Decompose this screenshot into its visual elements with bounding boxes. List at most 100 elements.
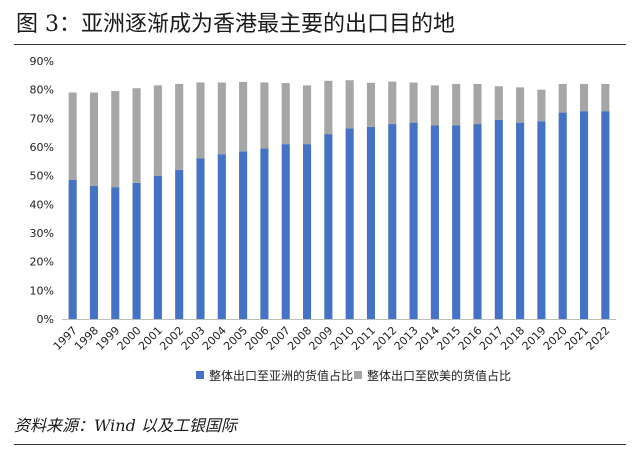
bar-euus-2008 xyxy=(302,85,312,145)
source-note: 资料来源：Wind 以及工银国际 xyxy=(14,416,237,435)
bar-asia-2007 xyxy=(281,144,290,319)
bar-euus-2004 xyxy=(217,82,226,155)
bar-asia-2019 xyxy=(537,121,546,319)
x-tick-label: 2013 xyxy=(392,324,421,353)
y-tick-label: 10% xyxy=(30,284,54,297)
bar-euus-2020 xyxy=(558,83,567,113)
y-tick-label: 90% xyxy=(30,55,54,68)
y-tick-label: 30% xyxy=(30,227,54,240)
bar-asia-2001 xyxy=(153,175,162,319)
bar-euus-1998 xyxy=(89,92,99,186)
bar-asia-2013 xyxy=(409,122,418,319)
y-tick-label: 70% xyxy=(30,112,54,125)
y-tick-label: 60% xyxy=(30,141,54,154)
bar-euus-2000 xyxy=(132,88,141,183)
bar-euus-2013 xyxy=(409,82,418,123)
bar-euus-2009 xyxy=(324,80,333,135)
bar-euus-2001 xyxy=(153,85,162,176)
legend-label-euus: 整体出口至欧美的货值占比 xyxy=(367,368,511,383)
x-tick-label: 2004 xyxy=(200,324,229,353)
y-tick-label: 20% xyxy=(30,256,54,269)
x-tick-label: 2009 xyxy=(306,324,335,353)
legend: 整体出口至亚洲的货值占比 整体出口至欧美的货值占比 xyxy=(196,368,511,383)
bar-euus-2012 xyxy=(388,81,397,125)
bar-asia-2004 xyxy=(217,154,226,319)
bar-euus-2011 xyxy=(366,82,376,127)
bar-euus-2018 xyxy=(516,87,525,123)
x-tick-label: 2021 xyxy=(562,324,591,353)
legend-swatch-asia xyxy=(196,371,204,379)
bar-asia-2011 xyxy=(366,126,376,320)
bar-euus-1999 xyxy=(111,91,120,188)
bar-euus-2022 xyxy=(601,83,610,112)
x-tick-label: 2012 xyxy=(370,324,399,353)
bar-asia-2014 xyxy=(430,125,439,319)
x-tick-label: 2018 xyxy=(498,324,527,353)
x-tick-label: 2011 xyxy=(349,324,378,353)
bar-series xyxy=(68,80,610,320)
bar-asia-2006 xyxy=(260,148,269,319)
x-tick-label: 2017 xyxy=(477,324,506,353)
bar-euus-2016 xyxy=(473,83,482,125)
x-tick-label: 2020 xyxy=(541,324,570,353)
x-tick-label: 2016 xyxy=(456,324,485,353)
x-tick-label: 2002 xyxy=(157,324,186,353)
y-axis: 0% 10% 20% 30% 40% 50% 60% 70% 80% 90% xyxy=(30,55,54,326)
x-tick-label: 2014 xyxy=(413,324,442,353)
title-divider xyxy=(14,44,626,45)
bar-asia-2018 xyxy=(516,122,525,319)
bar-asia-2012 xyxy=(388,124,397,319)
x-tick-label: 2008 xyxy=(285,324,314,353)
bar-euus-2005 xyxy=(239,81,248,152)
x-tick-label: 2015 xyxy=(434,324,463,353)
bar-asia-2022 xyxy=(601,111,610,319)
x-tick-label: 2007 xyxy=(264,324,293,353)
bar-euus-2019 xyxy=(537,89,546,122)
x-tick-label: 2010 xyxy=(328,324,357,353)
bar-asia-1998 xyxy=(89,185,99,319)
bar-asia-2002 xyxy=(175,169,184,319)
footer-divider xyxy=(14,444,626,445)
x-axis: 1997199819992000200120022003200420052006… xyxy=(51,324,613,353)
stacked-bar-chart: 0% 10% 20% 30% 40% 50% 60% 70% 80% 90% 1997199819… xyxy=(30,55,616,383)
bar-asia-2010 xyxy=(345,128,354,319)
y-tick-label: 50% xyxy=(30,170,54,183)
bar-euus-2003 xyxy=(196,82,205,159)
x-tick-label: 2006 xyxy=(243,324,272,353)
x-tick-label: 1999 xyxy=(93,324,122,353)
bar-euus-2014 xyxy=(430,85,439,126)
y-tick-label: 0% xyxy=(37,313,54,326)
bar-asia-2017 xyxy=(494,119,503,320)
bar-asia-2015 xyxy=(452,125,461,319)
bar-asia-2005 xyxy=(239,151,248,319)
x-tick-label: 2019 xyxy=(520,324,549,353)
x-tick-label: 2003 xyxy=(179,324,208,353)
x-tick-label: 2001 xyxy=(136,324,165,353)
x-tick-label: 1997 xyxy=(51,324,80,353)
bar-euus-2006 xyxy=(260,82,269,149)
x-tick-label: 2000 xyxy=(115,324,144,353)
bar-euus-2015 xyxy=(452,83,461,126)
bar-asia-2021 xyxy=(579,111,589,319)
bar-euus-2017 xyxy=(494,86,503,120)
y-tick-label: 40% xyxy=(30,198,54,211)
bar-asia-2009 xyxy=(324,134,333,319)
bar-asia-2008 xyxy=(302,144,312,319)
x-tick-label: 1998 xyxy=(72,324,101,353)
bar-asia-1999 xyxy=(111,187,120,319)
bar-euus-2007 xyxy=(281,83,290,145)
bar-euus-2021 xyxy=(579,83,589,112)
bar-asia-2000 xyxy=(132,182,141,319)
bar-euus-2010 xyxy=(345,80,354,129)
figure-title: 图 3：亚洲逐渐成为香港最主要的出口目的地 xyxy=(16,12,455,37)
bar-asia-2016 xyxy=(473,124,482,319)
y-tick-label: 80% xyxy=(30,84,54,97)
x-tick-label: 2022 xyxy=(583,324,612,353)
legend-label-asia: 整体出口至亚洲的货值占比 xyxy=(209,368,353,383)
bar-asia-2003 xyxy=(196,158,205,319)
bar-asia-2020 xyxy=(558,112,567,319)
bar-euus-1997 xyxy=(68,92,77,180)
bar-asia-1997 xyxy=(68,179,77,319)
legend-swatch-euus xyxy=(354,371,362,379)
bar-euus-2002 xyxy=(175,83,184,170)
